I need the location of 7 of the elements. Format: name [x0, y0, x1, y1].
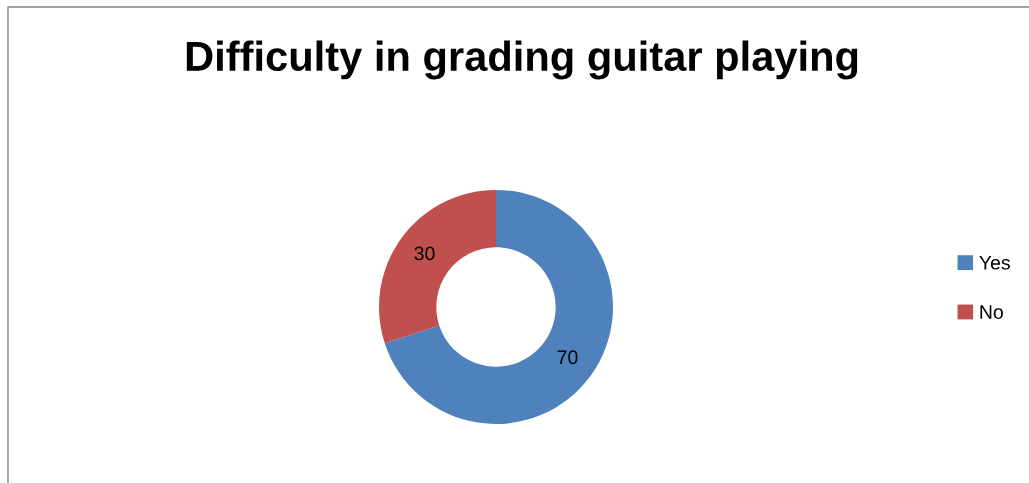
donut-slice	[379, 190, 496, 344]
legend-label: No	[980, 305, 1003, 319]
chart-title: Difficulty in grading guitar playing	[186, 40, 858, 80]
donut-slice	[384, 190, 613, 424]
legend-label: Yes	[979, 256, 1010, 270]
data-label: 30	[414, 246, 435, 261]
data-label: 70	[557, 350, 578, 365]
